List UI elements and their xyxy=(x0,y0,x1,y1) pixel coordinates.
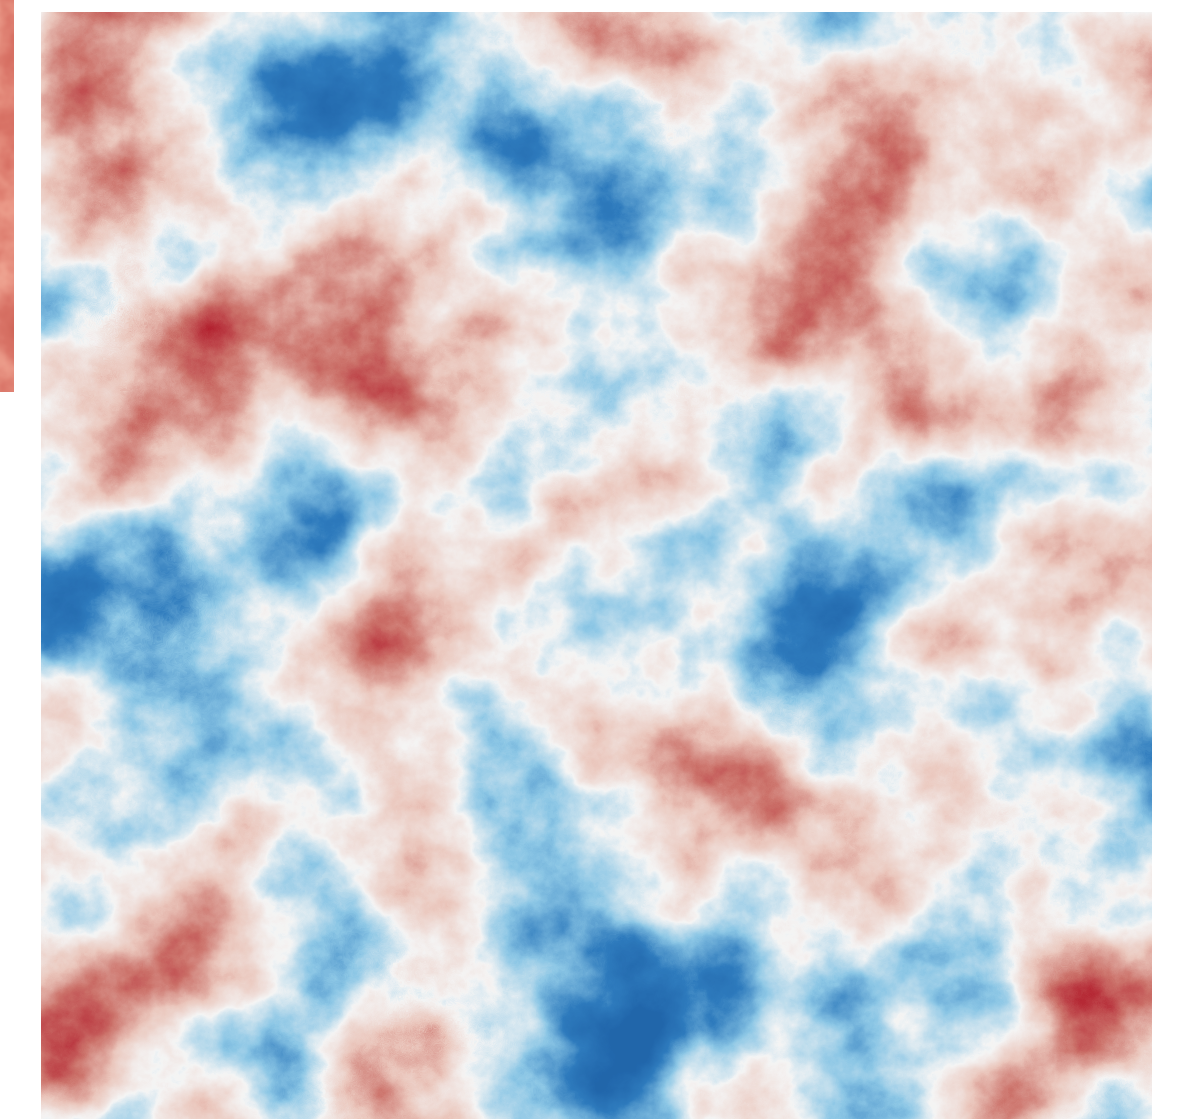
side-image-strip xyxy=(0,0,14,392)
page xyxy=(0,0,1178,1119)
noise-field xyxy=(41,12,1152,1119)
random-field-image xyxy=(41,12,1152,1119)
side-image xyxy=(0,0,14,392)
